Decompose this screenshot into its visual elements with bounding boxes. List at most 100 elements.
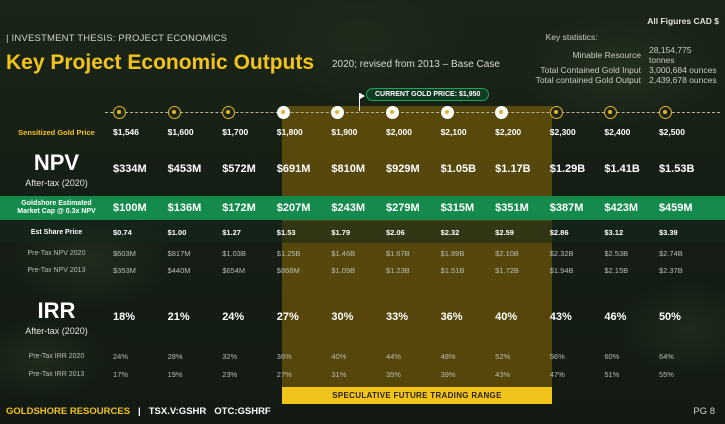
row-label: Sensitized Gold Price — [18, 127, 95, 137]
table-cell: $603M — [113, 249, 136, 258]
table-cell: $100M — [113, 202, 147, 214]
npv-subtitle: After-tax (2020) — [25, 178, 88, 188]
table-cell: $1.23B — [385, 266, 410, 275]
row-label: Pre-Tax NPV 2013 — [27, 267, 86, 274]
table-cell: $1.53B — [658, 163, 695, 175]
table-cell: $2,500 — [658, 127, 685, 137]
table-cell: $2.53B — [604, 249, 629, 258]
table-cell: $929M — [385, 163, 420, 175]
row-label: Pre-Tax NPV 2020 — [27, 250, 86, 257]
table-cell: 31% — [331, 370, 347, 379]
irr-title: IRR — [37, 298, 76, 323]
table-cell: 32% — [222, 352, 238, 361]
table-cell: 17% — [113, 370, 129, 379]
table-cell: $1.89B — [440, 249, 465, 258]
table-cell: $387M — [549, 202, 584, 214]
table-cell: 40% — [331, 352, 347, 361]
table-cell: $453M — [167, 163, 202, 175]
table-cell: $1.41B — [604, 163, 640, 175]
currency-note: All Figures CAD $ — [647, 16, 719, 26]
stat-row: Total Contained Gold Input 3,000,684 oun… — [536, 65, 719, 75]
market-cap-label-line1: Goldshore Estimated — [21, 200, 92, 207]
row-label: Pre-Tax IRR 2013 — [28, 371, 85, 378]
page-number: PG 8 — [693, 406, 715, 417]
npv-label: NPV After-tax (2020) — [0, 150, 113, 188]
table-cell: 36% — [440, 311, 463, 323]
table-cell: $2.74B — [658, 249, 683, 258]
key-statistics-heading: Key statistics: — [545, 32, 598, 42]
table-cell: $1,900 — [331, 127, 358, 137]
table-cell: $353M — [113, 266, 136, 275]
table-cell: 19% — [167, 370, 183, 379]
timeline-dot-icon — [604, 106, 618, 119]
table-cell: $1.79 — [331, 227, 351, 237]
table-cell: $572M — [222, 163, 256, 175]
irr-subtitle: After-tax (2020) — [25, 326, 88, 336]
current-gold-price-tag: CURRENT GOLD PRICE: $1,950 — [366, 88, 490, 101]
table-cell: 18% — [113, 311, 136, 323]
key-statistics: Key statistics: Minable Resource 28,154,… — [536, 32, 719, 85]
table-cell: 60% — [604, 352, 620, 361]
table-cell: $136M — [167, 202, 202, 214]
table-cell: $2,400 — [604, 127, 631, 137]
table-cell: $1,600 — [167, 127, 194, 137]
section-kicker: | INVESTMENT THESIS: PROJECT ECONOMICS — [6, 33, 228, 44]
table-cell: $1.67B — [385, 249, 410, 258]
table-cell: 21% — [167, 311, 190, 323]
market-cap-row: Goldshore Estimated Market Cap @ 0.3x NP… — [0, 196, 725, 220]
table-cell: $2.86 — [549, 227, 569, 237]
table-cell: 46% — [604, 311, 627, 323]
speculative-range-label: SPECULATIVE FUTURE TRADING RANGE — [282, 387, 552, 404]
footer-separator: | — [138, 406, 141, 417]
table-cell: $2.15B — [604, 266, 629, 275]
table-cell: $1.51B — [440, 266, 465, 275]
gold-price-row: Sensitized Gold Price $1,546 $1,600 $1,700… — [0, 124, 725, 140]
table-cell: $423M — [604, 202, 638, 214]
stat-value: 2,439,678 ounces — [649, 75, 717, 85]
timeline-dot-icon — [495, 106, 509, 119]
table-cell: $1.29B — [549, 163, 586, 175]
stat-label: Total contained Gold Output — [535, 75, 641, 85]
table-cell: $279M — [385, 202, 420, 214]
table-cell: $2,000 — [385, 127, 412, 137]
table-cell: $459M — [658, 202, 693, 214]
table-cell: $1,546 — [113, 127, 139, 137]
table-cell: 43% — [549, 311, 572, 323]
table-cell: $243M — [331, 202, 366, 214]
table-cell: $1.17B — [495, 163, 531, 175]
irr-row: IRR After-tax (2020) 18% 21% 24% 27% 30% 33% 3… — [0, 289, 725, 345]
table-cell: $1.03B — [222, 249, 246, 258]
table-cell: $2,200 — [495, 127, 522, 137]
timeline-dot-icon — [331, 106, 345, 119]
market-cap-label: Goldshore Estimated Market Cap @ 0.3x NP… — [0, 200, 113, 216]
table-cell: $1.05B — [440, 163, 477, 175]
table-cell: $3.39 — [658, 227, 678, 237]
page-title: Key Project Economic Outputs — [6, 51, 315, 74]
row-label: Est Share Price — [30, 228, 83, 236]
table-cell: $351M — [495, 202, 529, 214]
npv-row: NPV After-tax (2020) $334M $453M $572M $691… — [0, 141, 725, 197]
stat-row: Total contained Gold Output 2,439,678 ou… — [536, 75, 719, 85]
speculative-range-band — [282, 106, 552, 387]
table-cell: 40% — [495, 311, 518, 323]
table-cell: 30% — [331, 311, 354, 323]
stat-label: Minable Resource — [572, 50, 641, 60]
table-cell: 23% — [222, 370, 238, 379]
page-subtitle: 2020; revised from 2013 – Base Case — [332, 59, 500, 70]
table-cell: 39% — [440, 370, 456, 379]
table-cell: $440M — [167, 266, 191, 275]
table-cell: $817M — [167, 249, 191, 258]
table-cell: $2.37B — [658, 266, 683, 275]
tsx-ticker: TSX.V:GSHR — [148, 406, 207, 417]
stat-label: Total Contained Gold Input — [540, 65, 641, 75]
table-cell: $2.06 — [385, 227, 405, 237]
table-cell: $3.12 — [604, 227, 624, 237]
timeline-dot-icon — [167, 106, 181, 119]
table-cell: 52% — [495, 352, 511, 361]
table-cell: $2,300 — [549, 127, 576, 137]
table-cell: 56% — [549, 352, 565, 361]
table-cell: $1.09B — [331, 266, 356, 275]
pretax-irr-2020-row: Pre-Tax IRR 2020 24% 28% 32% 36% 40% 44% 48% 52… — [0, 348, 725, 365]
timeline-line — [105, 112, 720, 113]
table-cell: $654M — [222, 266, 246, 275]
